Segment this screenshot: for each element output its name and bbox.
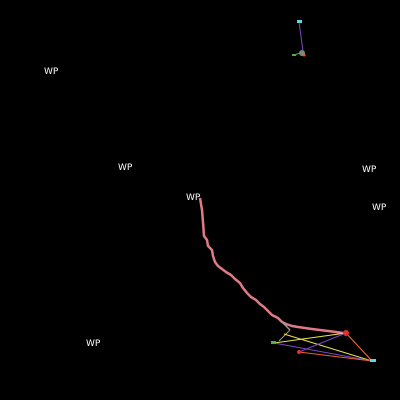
route-line-purple [298,332,347,353]
route-line-purple [273,342,373,362]
tether-line [298,21,304,52]
waypoint-label[interactable]: WP [118,163,133,173]
marker-green [271,341,276,344]
marker-cyan [297,20,302,23]
route-line-yellow [283,333,373,362]
waypoint-label[interactable]: WP [86,339,101,349]
cluster-top-right [292,20,306,57]
route-group-bottom [273,332,373,362]
track-connector [281,321,291,331]
route-line-orange [298,351,373,362]
route-line-orange [345,332,373,362]
waypoint-label[interactable]: WP [44,67,59,77]
marker-cyan [370,359,376,362]
route-line-yellow [273,332,347,344]
track-path [198,197,344,335]
marker-green [292,54,296,56]
marker-red [343,330,349,336]
track-connector [278,329,291,342]
marker-red [297,350,301,354]
waypoint-label[interactable]: WP [362,165,377,175]
waypoint-label[interactable]: WP [372,203,387,213]
marker-orange [302,53,306,57]
waypoint-label[interactable]: WP [186,193,201,203]
